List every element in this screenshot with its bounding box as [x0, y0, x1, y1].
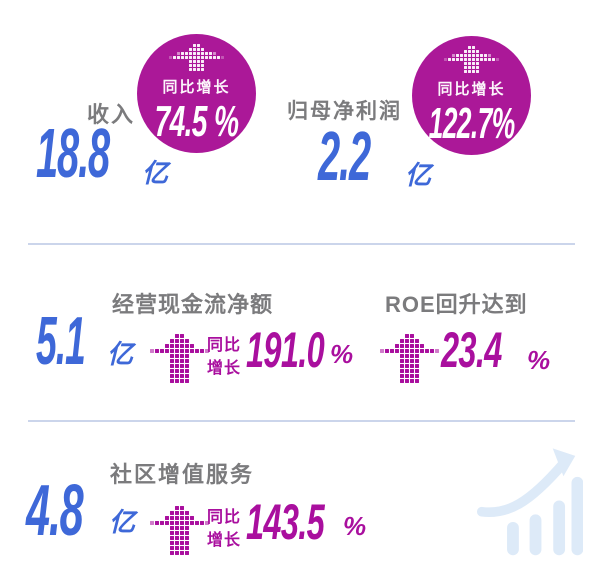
community-unit: 亿 [109, 507, 136, 537]
badge-caption: 同比增长 [437, 81, 506, 98]
revenue-growth-badge: 同比增长 74.5 % [137, 34, 256, 153]
growth-caption-line1: 同比 [207, 337, 242, 354]
pixel-up-arrow-icon [380, 334, 439, 383]
community-growth-caption: 同比 增长 [207, 506, 241, 552]
cash-flow-growth-unit: % [330, 339, 354, 369]
pixel-up-arrow-icon [150, 506, 209, 555]
community-growth-unit: % [343, 511, 367, 541]
cash-flow-growth-caption: 同比 增长 [207, 334, 241, 380]
roe-unit: % [527, 345, 551, 375]
cash-flow-label: 经营现金流净额 [112, 292, 274, 317]
badge-caption: 同比增长 [162, 79, 231, 96]
section-divider [28, 420, 575, 422]
section-divider [28, 243, 575, 245]
cash-flow-value: 5.1 [36, 303, 86, 379]
badge-value: 122.7% [428, 99, 516, 148]
pixel-up-arrow-icon [444, 46, 499, 73]
revenue-label: 收入 [86, 102, 135, 127]
net-profit-unit: 亿 [405, 160, 432, 190]
revenue-value: 18.8 [36, 114, 110, 192]
revenue-unit: 亿 [142, 158, 169, 188]
cash-flow-growth-value: 191.0 [246, 322, 325, 378]
community-label: 社区增值服务 [110, 462, 255, 487]
rising-trend-chart-icon [476, 448, 583, 556]
net-profit-value: 2.2 [318, 117, 371, 195]
cash-flow-unit: 亿 [107, 339, 134, 369]
growth-caption-line2: 增长 [207, 532, 242, 550]
growth-caption-line1: 同比 [207, 509, 242, 526]
net-profit-label: 归母净利润 [287, 100, 402, 123]
community-value: 4.8 [26, 471, 84, 551]
roe-value: 23.4 [441, 322, 502, 378]
growth-caption-line2: 增长 [207, 360, 242, 378]
pixel-up-arrow-icon [169, 44, 224, 71]
roe-label: ROE回升达到 [385, 292, 528, 317]
pixel-up-arrow-icon [150, 334, 209, 383]
community-growth-value: 143.5 [246, 494, 325, 550]
net-profit-growth-badge: 同比增长 122.7% [412, 36, 531, 155]
badge-value: 74.5 % [154, 97, 239, 146]
